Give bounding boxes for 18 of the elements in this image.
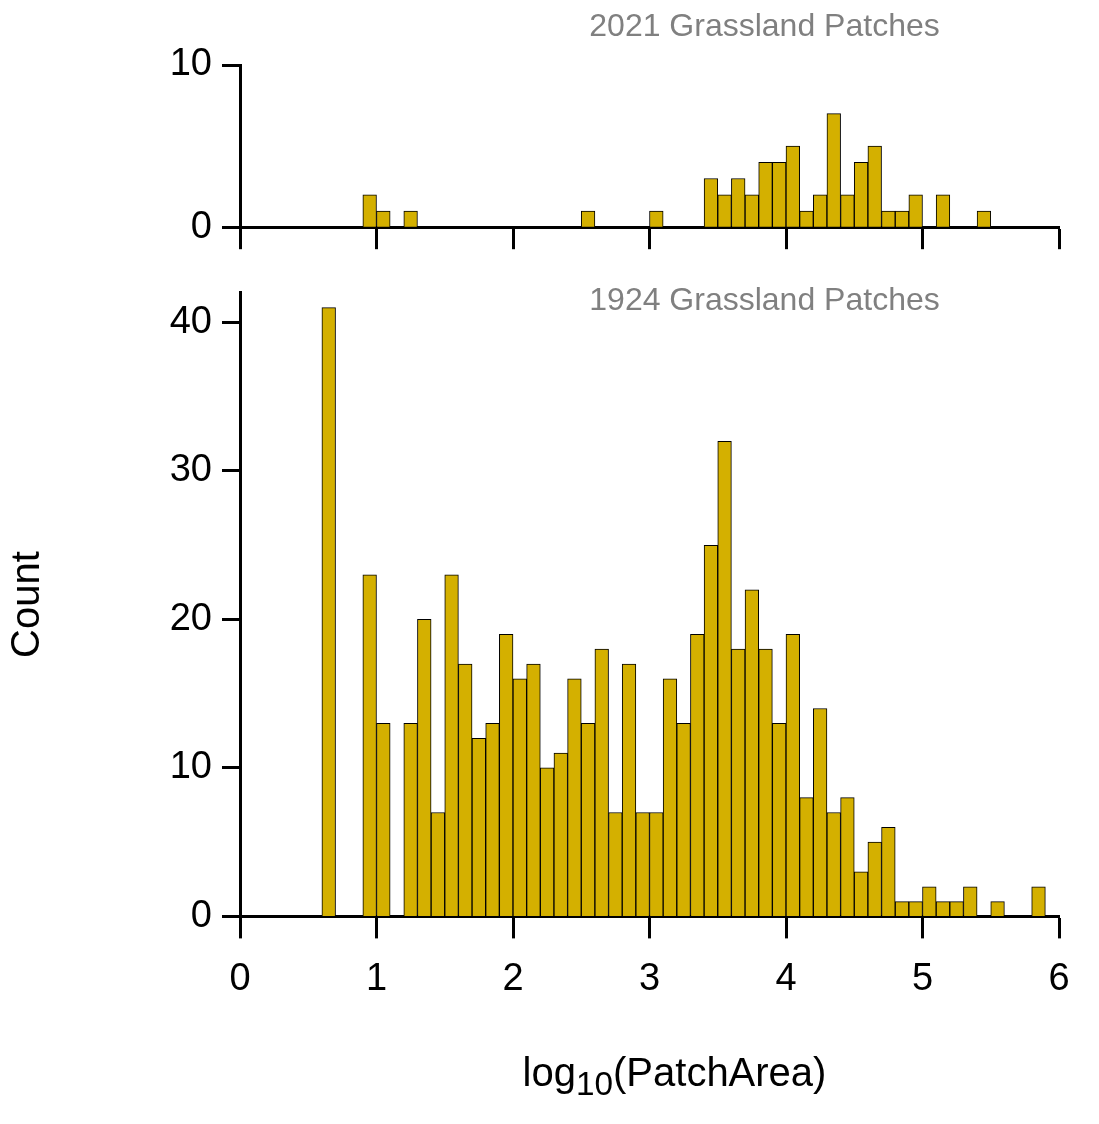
y-tick-label: 10 <box>169 744 212 787</box>
y-tick-label: 30 <box>169 447 212 490</box>
y-axis-title: Count <box>3 551 48 658</box>
y-tick-label: 0 <box>190 892 212 935</box>
x-tick-label: 1 <box>365 955 388 998</box>
x-tick-label: 2 <box>502 955 524 998</box>
x-axis-title: log$_{10}$(PatchArea) <box>521 1050 828 1103</box>
x-tick-label: 6 <box>1048 955 1070 998</box>
x-tick-label: 4 <box>775 955 797 998</box>
y-tick-label: 0 <box>190 203 212 246</box>
chart-title: 2021 Grassland Patches <box>589 6 940 43</box>
y-tick-label: 20 <box>169 595 212 638</box>
y-tick-label: 40 <box>169 298 212 341</box>
x-tick-label: 5 <box>911 955 934 998</box>
y-tick-label: 10 <box>169 41 212 84</box>
x-tick-label: 0 <box>229 955 251 998</box>
x-tick-label: 3 <box>638 955 661 998</box>
chart-title: 1924 Grassland Patches <box>589 280 940 317</box>
